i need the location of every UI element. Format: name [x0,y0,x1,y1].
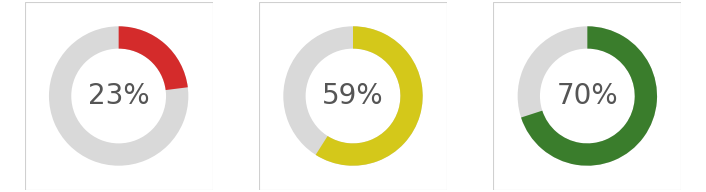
Text: 23%: 23% [88,82,150,110]
Wedge shape [517,26,657,166]
Text: 70%: 70% [556,82,618,110]
Wedge shape [283,26,423,166]
Wedge shape [316,26,423,166]
Wedge shape [119,26,188,90]
Wedge shape [521,26,657,166]
Wedge shape [49,26,189,166]
Text: 59%: 59% [322,82,384,110]
